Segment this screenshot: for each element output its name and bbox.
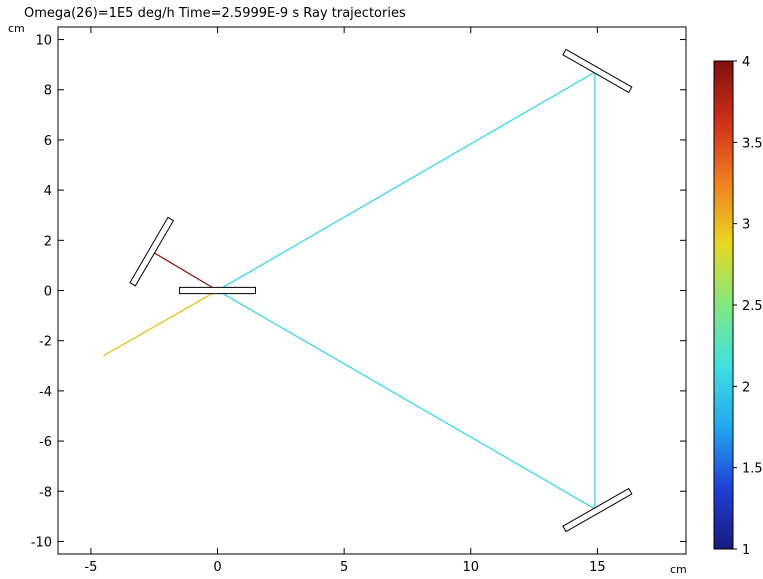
y-tick-label: 8 bbox=[44, 84, 52, 99]
axis-ticks: -5 0 5 10 15 -10 -8 -6 -4 -2 0 2 4 6 8 10 bbox=[31, 27, 686, 575]
y-tick-label: 10 bbox=[35, 34, 52, 49]
mirror bbox=[562, 48, 633, 94]
y-tick-label: -2 bbox=[39, 335, 52, 350]
y-tick-label: 0 bbox=[44, 285, 52, 300]
ray-series bbox=[103, 71, 596, 510]
colorbar-tick-label: 2.5 bbox=[742, 299, 763, 314]
x-tick-label: 15 bbox=[589, 560, 606, 575]
colorbar-tick-label: 4 bbox=[742, 55, 750, 70]
y-tick-label: -6 bbox=[39, 435, 52, 450]
x-tick-label: 5 bbox=[340, 560, 348, 575]
ray-segment bbox=[217, 71, 596, 292]
plot-title: Omega(26)=1E5 deg/h Time=2.5999E-9 s Ray… bbox=[24, 6, 406, 21]
colorbar-ticks: 1 1.5 2 2.5 3 3.5 4 bbox=[733, 55, 763, 558]
mirror bbox=[129, 216, 175, 287]
y-tick-label: 6 bbox=[44, 134, 52, 149]
mirror bbox=[179, 286, 257, 295]
colorbar-tick-label: 2 bbox=[742, 380, 750, 395]
ray-segment bbox=[103, 289, 218, 357]
x-tick-label: 0 bbox=[213, 560, 221, 575]
mirror bbox=[562, 487, 633, 533]
x-tick-label: -5 bbox=[84, 560, 97, 575]
colorbar-tick-label: 3 bbox=[742, 218, 750, 233]
ray-segment bbox=[153, 252, 218, 292]
x-unit-label: cm bbox=[670, 563, 687, 576]
y-unit-label: cm bbox=[8, 22, 25, 35]
colorbar bbox=[713, 60, 734, 550]
y-tick-label: -8 bbox=[39, 485, 52, 500]
mirrors bbox=[129, 48, 633, 533]
y-tick-label: 2 bbox=[44, 234, 52, 249]
colorbar-tick-label: 1 bbox=[742, 543, 750, 558]
x-tick-label: 10 bbox=[462, 560, 479, 575]
colorbar-tick-label: 1.5 bbox=[742, 462, 763, 477]
y-tick-label: 4 bbox=[44, 184, 52, 199]
y-tick-label: -10 bbox=[31, 535, 52, 550]
y-tick-label: -4 bbox=[39, 385, 52, 400]
plot-area bbox=[57, 26, 687, 555]
colorbar-tick-label: 3.5 bbox=[742, 136, 763, 151]
ray-segment bbox=[217, 289, 596, 510]
